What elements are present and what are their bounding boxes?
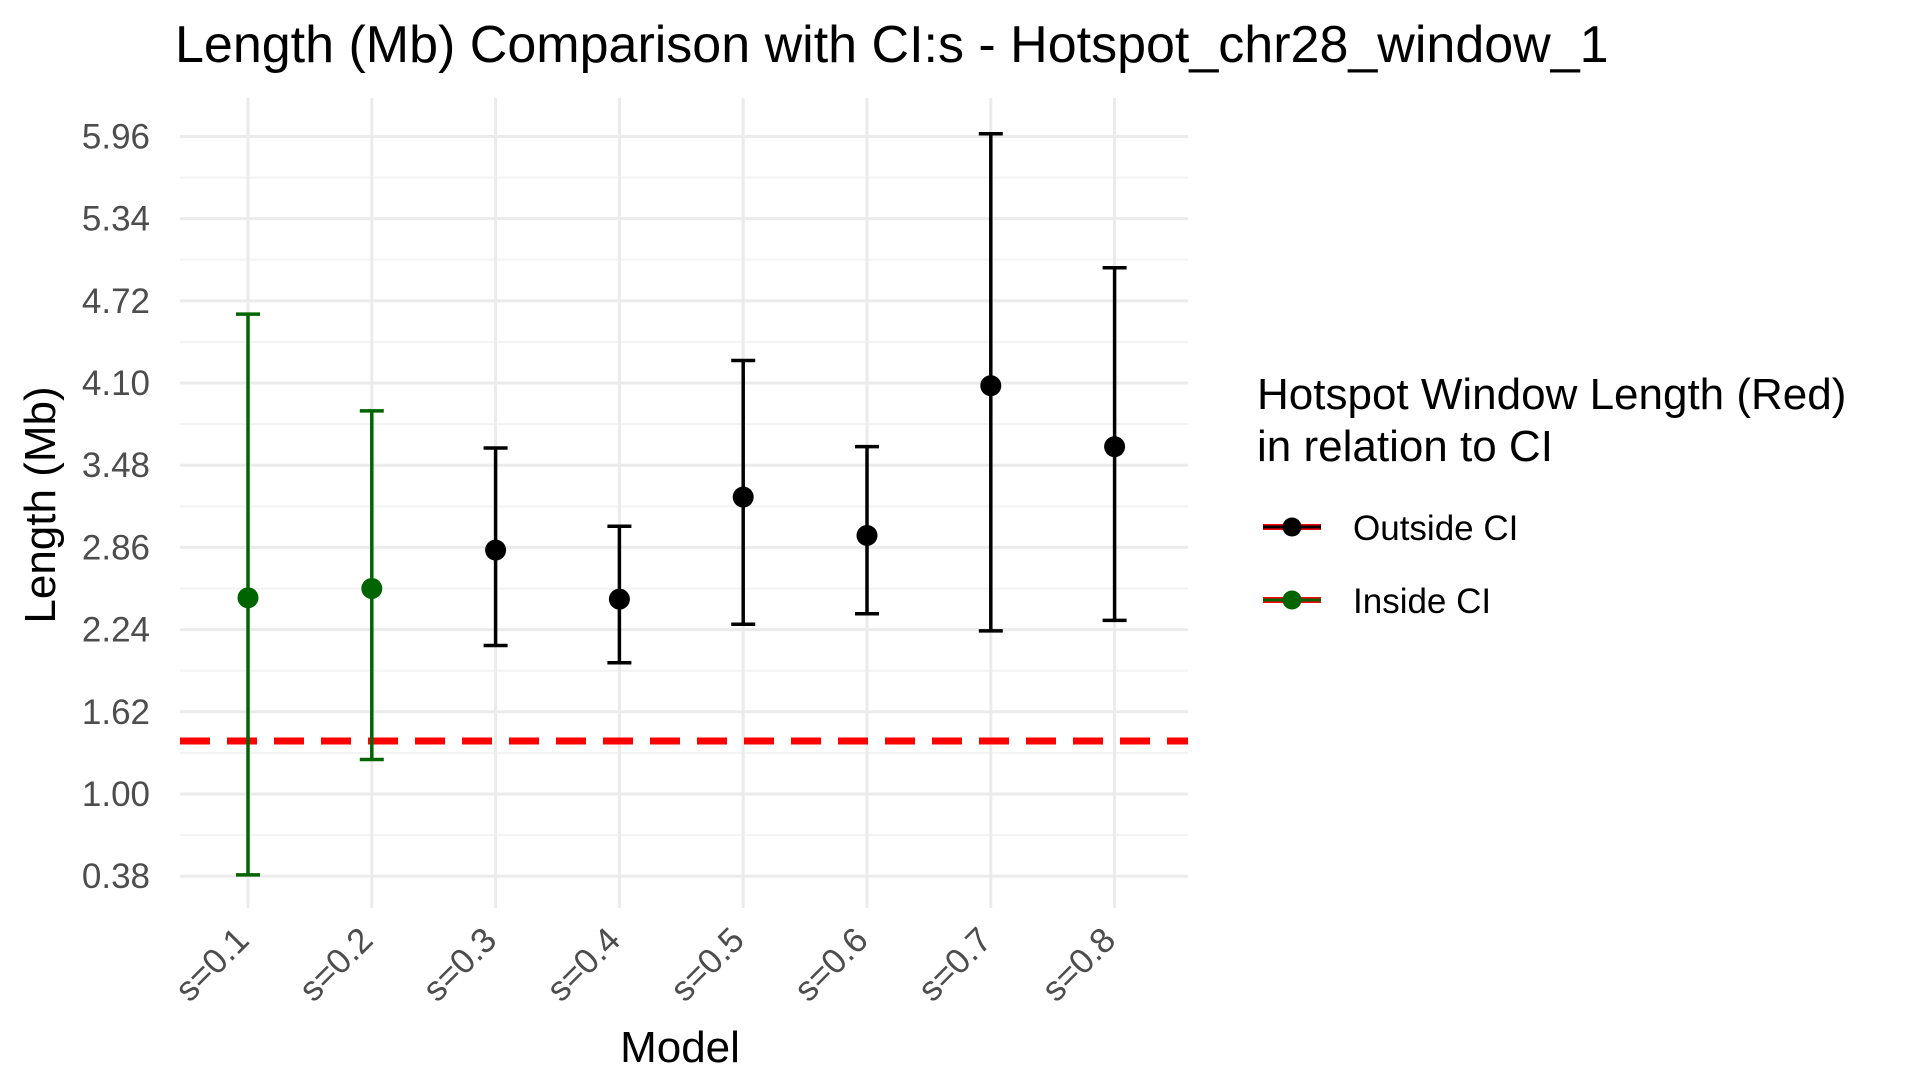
x-tick-label: s=0.1 [168, 920, 257, 1009]
point-layer [237, 375, 1126, 610]
x-tick-label: s=0.3 [415, 920, 504, 1009]
y-tick-label: 4.72 [82, 282, 150, 321]
y-axis-title: Length (Mb) [16, 386, 65, 623]
x-tick-label: s=0.4 [539, 920, 628, 1009]
grid-layer [180, 98, 1188, 908]
y-axis-ticks: 0.38 1.00 1.62 2.24 2.86 3.48 4.10 4.72 5.34 5.96 [82, 117, 150, 896]
data-point [485, 539, 507, 561]
y-tick-label: 1.62 [82, 693, 150, 732]
legend-keys [1263, 517, 1321, 610]
data-point [980, 375, 1002, 397]
legend-key-point [1282, 517, 1302, 537]
legend-title-line-2: in relation to CI [1257, 422, 1553, 471]
data-point [608, 588, 630, 610]
x-axis-ticks: s=0.1 s=0.2 s=0.3 s=0.4 s=0.5 s=0.6 s=0.7 s=0.8 [168, 920, 1123, 1009]
y-tick-label: 2.86 [82, 528, 150, 567]
data-point [856, 524, 878, 546]
x-tick-label: s=0.2 [292, 920, 381, 1009]
legend-key-point [1282, 590, 1302, 610]
x-tick-label: s=0.7 [911, 920, 1000, 1009]
y-tick-label: 2.24 [82, 611, 150, 650]
data-point [732, 486, 754, 508]
data-point [237, 587, 259, 609]
legend-label-inside-ci: Inside CI [1353, 582, 1491, 621]
x-tick-label: s=0.6 [787, 920, 876, 1009]
x-tick-label: s=0.8 [1034, 920, 1123, 1009]
data-point [361, 578, 383, 600]
legend-title-line-1: Hotspot Window Length (Red) [1257, 370, 1846, 419]
y-tick-label: 3.48 [82, 446, 150, 485]
y-tick-label: 5.96 [82, 117, 150, 156]
legend-label-outside-ci: Outside CI [1353, 509, 1518, 548]
x-axis-title: Model [620, 1023, 740, 1072]
y-tick-label: 0.38 [82, 857, 150, 896]
legend: Hotspot Window Length (Red) in relation … [1257, 370, 1846, 621]
y-tick-label: 5.34 [82, 200, 150, 239]
errorbar-layer [236, 132, 1127, 877]
x-tick-label: s=0.5 [663, 920, 752, 1009]
y-tick-label: 1.00 [82, 775, 150, 814]
data-point [1104, 436, 1126, 458]
chart-title: Length (Mb) Comparison with CI:s - Hotsp… [175, 16, 1609, 74]
y-tick-label: 4.10 [82, 364, 150, 403]
